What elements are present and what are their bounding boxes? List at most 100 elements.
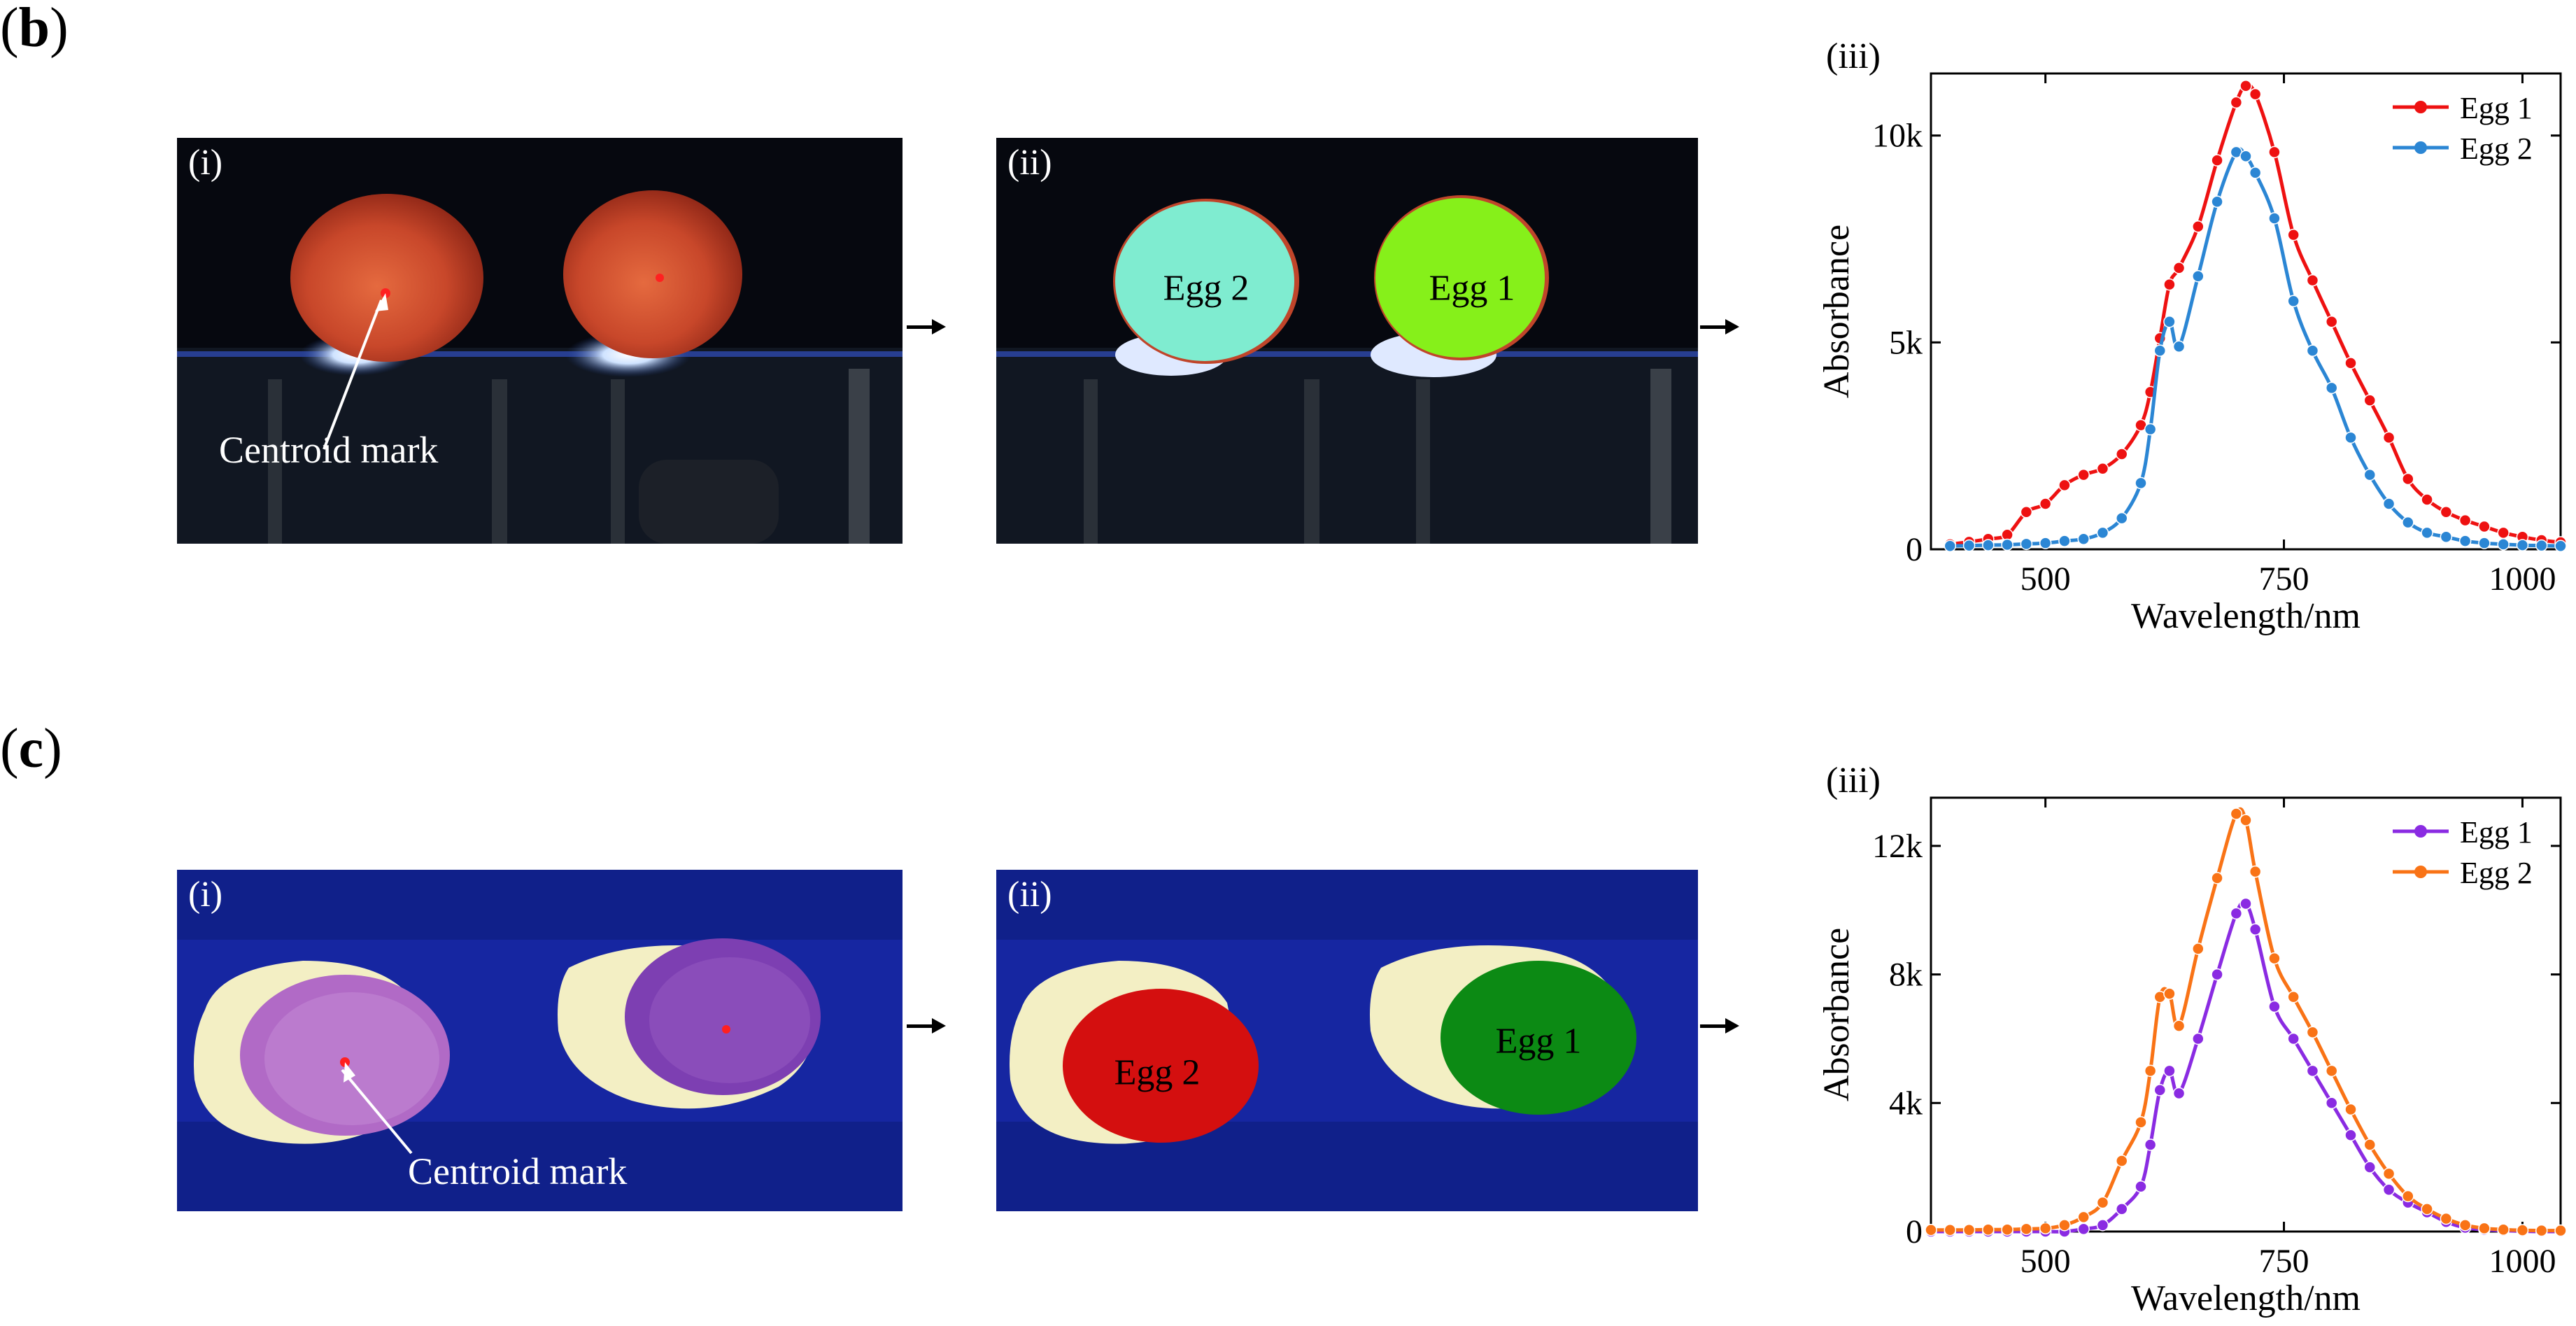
arrow-c-2 xyxy=(1700,1018,1739,1034)
chart-b-series-1-point-28 xyxy=(2421,493,2433,506)
chart-b-series-1-point-14 xyxy=(2172,262,2186,274)
chart-c-series-2-point-15 xyxy=(2172,1020,2186,1032)
chart-c-series-2-point-11 xyxy=(2135,1116,2147,1129)
chart-b-ytick-label-10000: 10k xyxy=(1872,118,1923,155)
chart-b-series-1-point-6 xyxy=(2058,479,2071,492)
chart-b-series-1-point-30 xyxy=(2458,514,2472,527)
chart-c-series-1-point-20 xyxy=(2249,923,2262,936)
chart-b-legend-marker-2 xyxy=(2414,141,2427,154)
chart-c-series-1-point-10 xyxy=(2115,1203,2128,1215)
chart-b-series-2-point-8 xyxy=(2096,526,2109,539)
chart-b-series-1-point-21 xyxy=(2287,228,2300,241)
photo-c-ii-graphic xyxy=(996,940,1698,1144)
photo-c-i: (i) Centroid mark xyxy=(177,870,903,1211)
chart-c-series-2-point-7 xyxy=(2058,1219,2071,1232)
chart-b-series-2-point-25 xyxy=(2363,468,2377,481)
chart-c-series-2-point-33 xyxy=(2497,1223,2510,1236)
chart-c-ytick-label-8000: 8k xyxy=(1889,957,1923,994)
chart-c-xtick-label-750: 750 xyxy=(2259,1243,2309,1280)
chart-b-series-1-point-15 xyxy=(2192,220,2205,233)
photo-b-ii: (ii) Egg 2 Egg 1 xyxy=(996,138,1698,544)
chart-b-svg: 500 750 1000 0 5k 10k Wavelength/nm Absorbance (… xyxy=(1817,36,2567,636)
chart-c-legend-label-2: Egg 2 xyxy=(2460,856,2533,890)
chart-c-series-2-point-4 xyxy=(2001,1223,2014,1236)
chart-b-series-1-point-20 xyxy=(2268,146,2281,159)
chart-b-series-1-point-32 xyxy=(2497,526,2510,539)
chart-b-plot-frame xyxy=(1930,72,2562,551)
chart-c-series-2-point-10 xyxy=(2115,1155,2128,1167)
chart-c-series-2-point-9 xyxy=(2096,1196,2109,1209)
chart-b-series-1-point-19 xyxy=(2249,87,2262,101)
chart-b-xtick-label-1000: 1000 xyxy=(2489,560,2556,598)
chart-b-panel-label: (iii) xyxy=(1826,36,1881,76)
chart-b-series-2-point-11 xyxy=(2144,423,2157,436)
chart-c-series-1-point-24 xyxy=(2325,1096,2338,1110)
chart-b-series-2-point-21 xyxy=(2287,295,2300,307)
chart-b-series-2-point-6 xyxy=(2058,535,2071,547)
chart-b-ylabel: Absorbance xyxy=(1817,225,1857,398)
chart-b-series-1-point-29 xyxy=(2440,506,2453,519)
chart-b-xlabel: Wavelength/nm xyxy=(2131,596,2361,636)
arrow-b-2 xyxy=(1700,319,1739,334)
chart-c-series-1-point-15 xyxy=(2172,1087,2186,1100)
chart-c-series-2-point-18 xyxy=(2230,807,2243,820)
chart-c-series-1-point-22 xyxy=(2287,1032,2300,1045)
chart-c-series-1-point-25 xyxy=(2344,1129,2357,1141)
chart-b-series-2-point-26 xyxy=(2382,498,2395,510)
chart-c-series-1-point-9 xyxy=(2096,1219,2109,1232)
sub-label-c-ii: (ii) xyxy=(1007,875,1052,915)
chart-c-series-1-point-19 xyxy=(2239,897,2252,910)
chart-c-ytick-label-4000: 4k xyxy=(1889,1085,1923,1122)
chart-b-series-2-point-24 xyxy=(2344,431,2357,444)
egg-label-c-egg2: Egg 2 xyxy=(1114,1052,1201,1093)
chart-c-ylabel: Absorbance xyxy=(1817,928,1857,1101)
chart-b-series-2-point-2 xyxy=(1982,539,1995,551)
arrow-c-1 xyxy=(907,1018,946,1034)
chart-c-series-2-point-24 xyxy=(2325,1064,2338,1078)
chart-c-legend-label-1: Egg 1 xyxy=(2460,815,2533,849)
chart-b-series-1-point-26 xyxy=(2382,431,2395,444)
chart-b-ytick-label-0: 0 xyxy=(1906,531,1923,568)
chart-c-panel-label: (iii) xyxy=(1826,761,1881,800)
chart-c-series-2-point-17 xyxy=(2211,872,2223,884)
chart-c-series-1-point-8 xyxy=(2077,1222,2090,1236)
chart-c-legend-marker-1 xyxy=(2414,825,2427,838)
chart-c-series-2-point-31 xyxy=(2458,1219,2472,1232)
chart-b-xtick-label-500: 500 xyxy=(2021,560,2071,598)
chart-c-series-2-point-23 xyxy=(2306,1026,2319,1039)
photo-b-i: (i) Centroid mark xyxy=(177,138,903,544)
chart-b-series-2-point-34 xyxy=(2535,539,2548,552)
chart-c-series-1-point-17 xyxy=(2211,968,2223,981)
chart-c-series-1-point-13 xyxy=(2153,1084,2167,1096)
chart-b-series-2-point-27 xyxy=(2402,516,2414,529)
chart-b-series-2-point-23 xyxy=(2325,381,2338,395)
chart-b-series-1-point-24 xyxy=(2344,357,2357,369)
chart-c-series-2-point-22 xyxy=(2287,990,2300,1003)
chart-c-series-2-point-29 xyxy=(2421,1203,2433,1215)
chart-b-series-2-point-13 xyxy=(2163,316,2176,328)
chart-c-series-2-point-26 xyxy=(2363,1138,2377,1151)
panel-label-c: (c) xyxy=(0,718,62,780)
chart-c-ytick-label-0: 0 xyxy=(1906,1213,1923,1250)
chart-c-xlabel: Wavelength/nm xyxy=(2131,1278,2361,1318)
centroid-mark-label-b: Centroid mark xyxy=(219,429,439,471)
chart-c-legend-marker-2 xyxy=(2414,866,2427,878)
chart-c-series-2-point-27 xyxy=(2382,1167,2395,1180)
chart-b-series-2-point-10 xyxy=(2135,477,2147,490)
chart-c-series-1-point-23 xyxy=(2306,1064,2319,1078)
chart-c-xtick-label-1000: 1000 xyxy=(2489,1243,2556,1280)
photo-b-i-graphic xyxy=(177,190,903,544)
chart-b-series-2-point-5 xyxy=(2039,537,2052,549)
egg-label-b-egg1: Egg 1 xyxy=(1429,268,1515,309)
chart-c-series-2-point-16 xyxy=(2192,943,2205,955)
chart-b-series-1-point-17 xyxy=(2230,96,2243,109)
chart-b-series-2-point-18 xyxy=(2239,150,2252,163)
chart-b-series-1-point-4 xyxy=(2020,506,2033,519)
chart-b-series-1-point-13 xyxy=(2163,278,2176,291)
chart-c-plot-frame xyxy=(1930,796,2562,1233)
chart-b-series-2-point-32 xyxy=(2497,538,2510,551)
chart-b-ytick-label-5000: 5k xyxy=(1889,324,1923,361)
chart-c-series-1-point-26 xyxy=(2363,1161,2377,1173)
chart-b-series-1-point-27 xyxy=(2402,472,2414,486)
chart-b-series-1-point-16 xyxy=(2211,154,2223,167)
